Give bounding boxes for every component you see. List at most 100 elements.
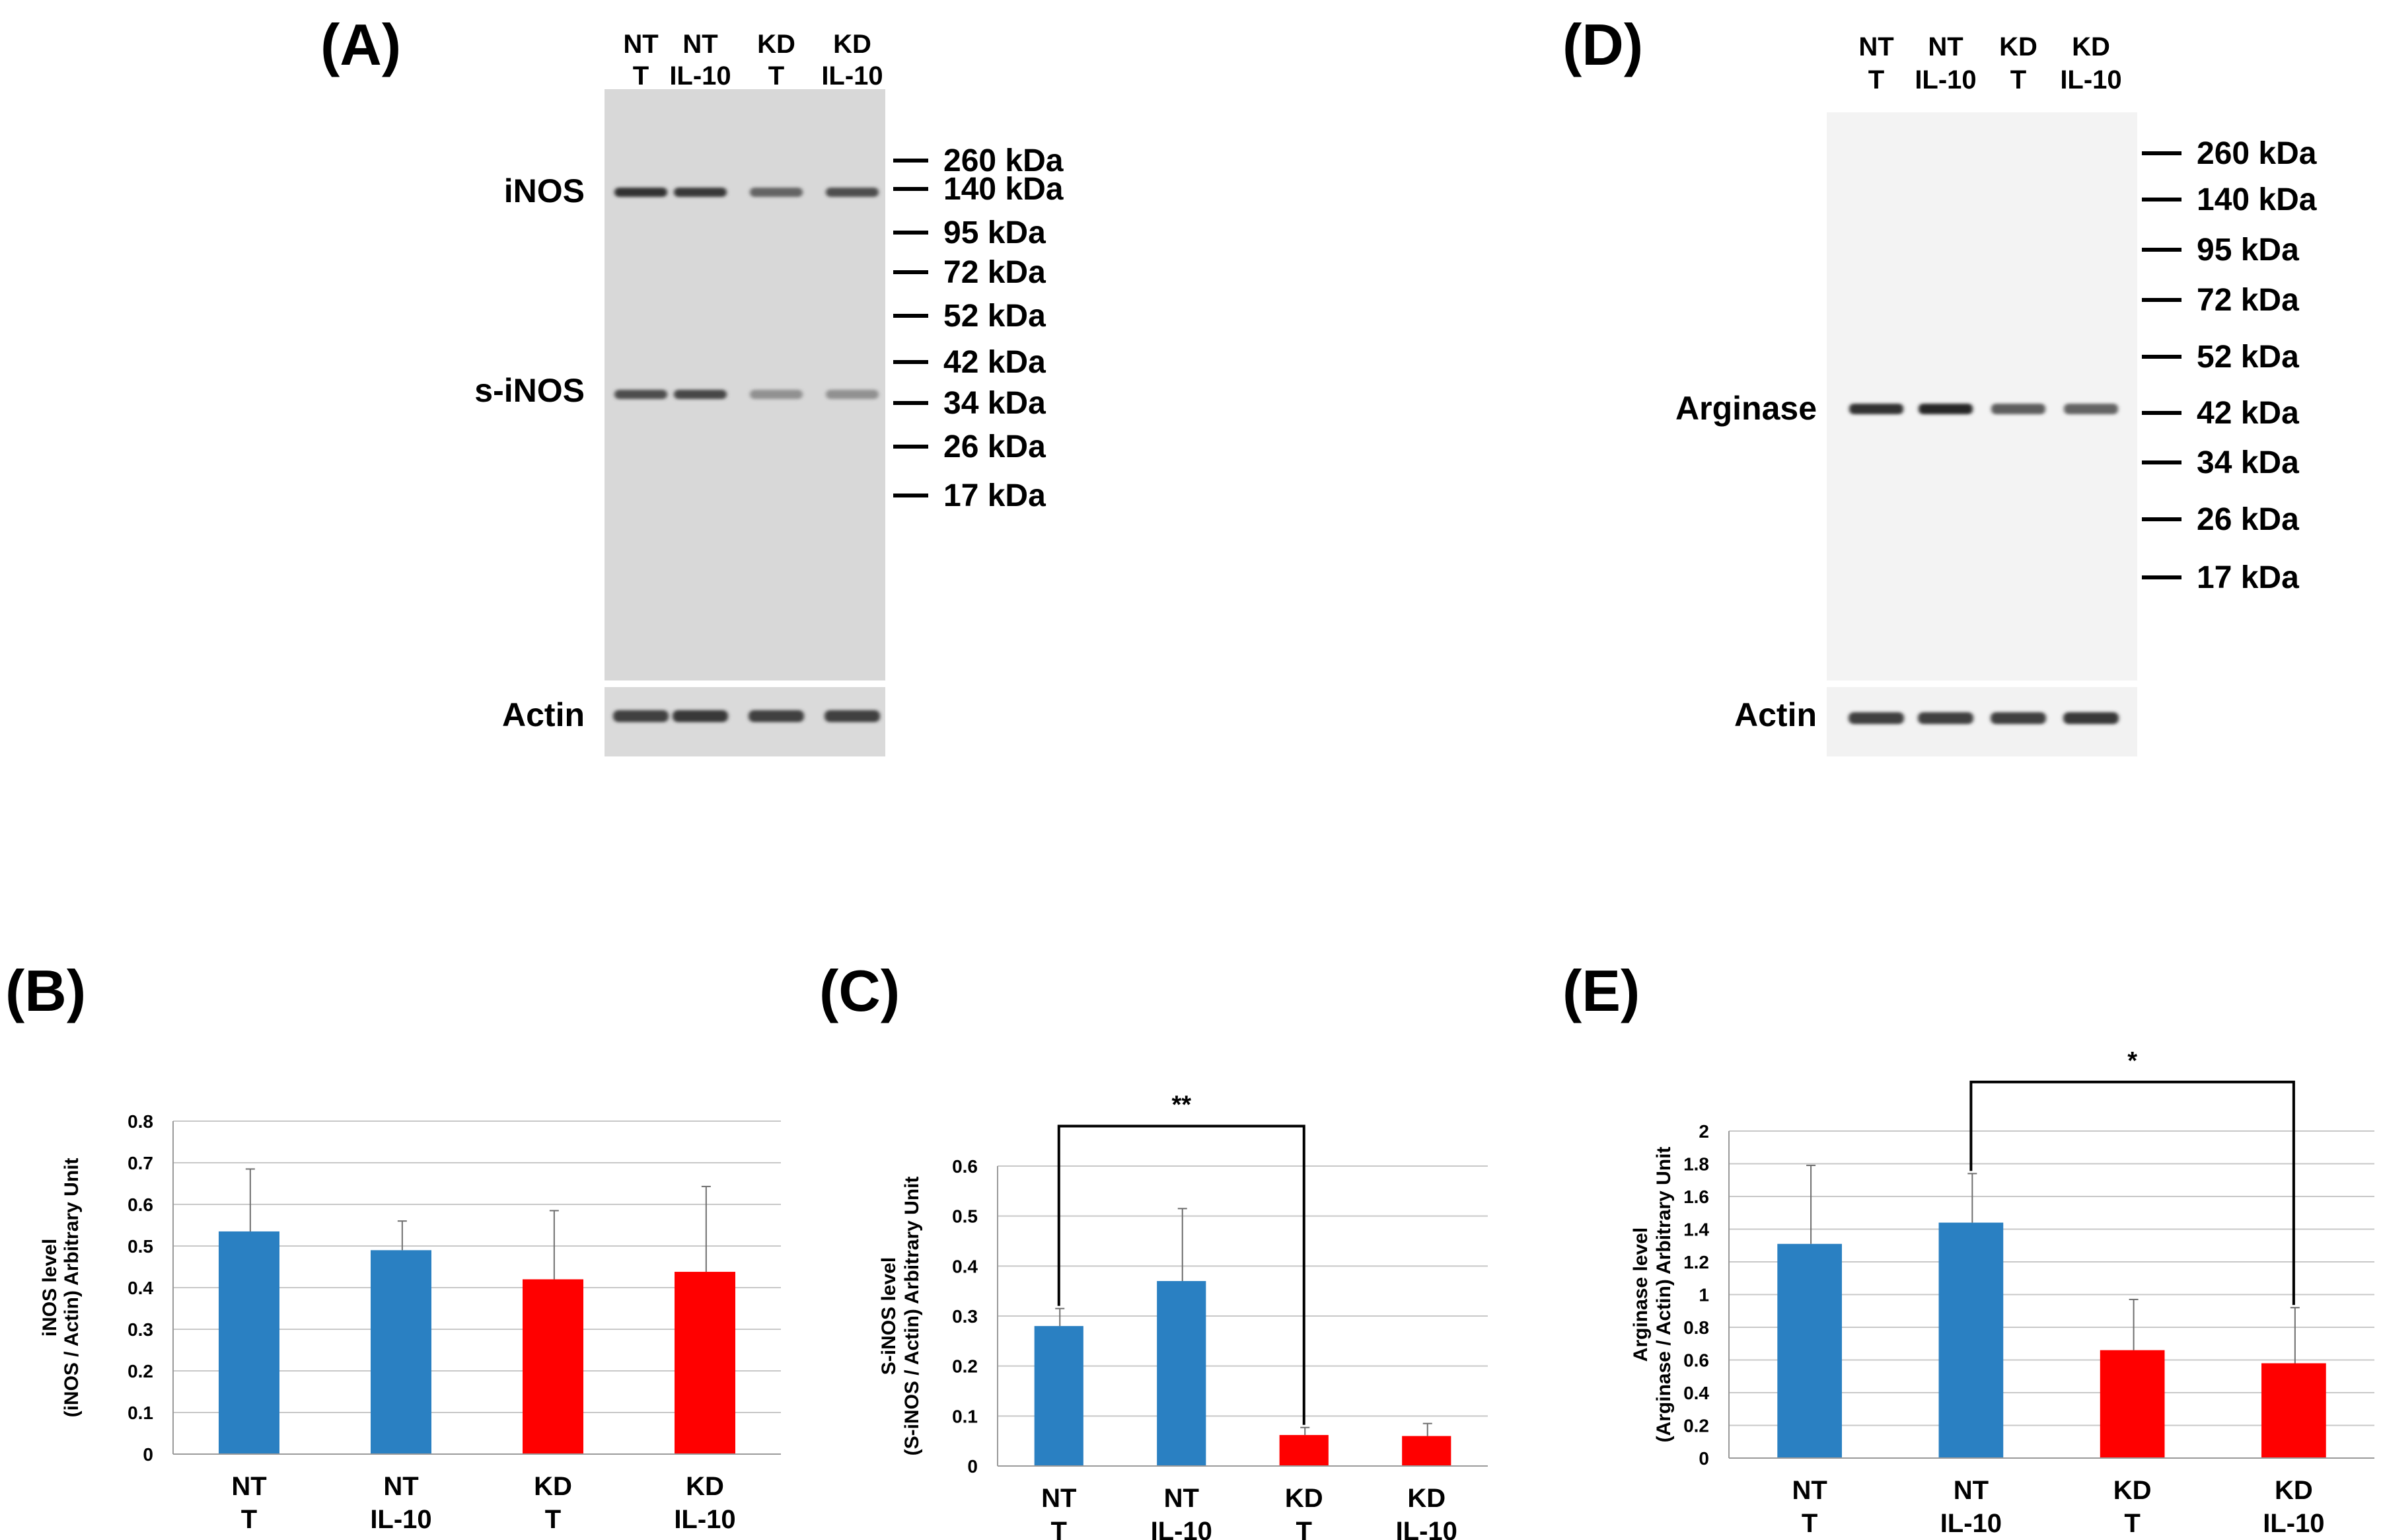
x-tick-label-bottom: T <box>1296 1517 1312 1540</box>
lane-label-top: NT <box>1928 32 1963 61</box>
x-tick-label-top: NT <box>1041 1484 1076 1513</box>
lane-label-bottom: T <box>633 61 649 91</box>
actin-band-label-d: Actin <box>1734 696 1817 733</box>
y-tick-label: 1.2 <box>1683 1252 1709 1272</box>
marker-label: 42 kDa <box>2197 396 2299 431</box>
lane-label-bottom: T <box>1868 65 1884 94</box>
significance-bracket <box>1057 1124 1305 1425</box>
lane-label-bottom: IL-10 <box>821 61 883 91</box>
bar <box>1034 1326 1083 1466</box>
bar <box>675 1272 735 1454</box>
marker-label: 260 kDa <box>2197 136 2317 171</box>
y-tick-label: 0.1 <box>128 1403 153 1423</box>
x-tick-label-bottom: IL-10 <box>1940 1509 2002 1538</box>
y-tick-label: 0.2 <box>952 1356 978 1377</box>
bar <box>1279 1435 1329 1466</box>
y-axis-title: iNOS level <box>39 1239 61 1337</box>
blot-band <box>1991 404 2045 414</box>
y-tick-label: 0.4 <box>128 1278 153 1298</box>
x-tick-label-bottom: IL-10 <box>2263 1509 2324 1538</box>
iNOS-band-label: iNOS <box>504 172 585 209</box>
lane-label-bottom: IL-10 <box>1915 65 1976 94</box>
marker-label: 260 kDa <box>943 143 1064 178</box>
bar-chart-e: 0 0.2 0.4 0.6 0.8 1 1.2 1.4 1.6 1.8 2 Arginase leve… <box>1630 1047 2374 1538</box>
y-axis-subtitle: (Arginase / Actin) Arbitrary Unit <box>1653 1147 1675 1443</box>
actin-band <box>673 710 728 722</box>
blot-band <box>750 390 803 399</box>
x-tick-label-top: NT <box>1164 1484 1199 1513</box>
panel-label-b: (B) <box>5 958 86 1023</box>
marker-label: 26 kDa <box>943 429 1046 464</box>
x-tick-label-bottom: IL-10 <box>370 1505 431 1534</box>
lane-label-top: KD <box>2072 32 2110 61</box>
x-tick-label-bottom: IL-10 <box>674 1505 735 1534</box>
panel-label-a: (A) <box>320 12 401 77</box>
marker-label: 95 kDa <box>943 215 1046 250</box>
y-tick-label: 0.1 <box>952 1406 978 1426</box>
marker-label: 52 kDa <box>2197 340 2299 375</box>
bar <box>1402 1436 1451 1466</box>
marker-label: 95 kDa <box>2197 233 2299 268</box>
y-axis-title: Arginase level <box>1630 1228 1652 1362</box>
lane-label-top: KD <box>833 30 871 59</box>
y-axis-subtitle: (S-iNOS / Actin) Arbitrary Unit <box>901 1177 923 1456</box>
blot-band <box>614 188 667 197</box>
y-tick-label: 0.4 <box>952 1256 978 1276</box>
bar <box>1938 1222 2004 1458</box>
significance-label: ** <box>1171 1091 1191 1118</box>
y-tick-label: 0.2 <box>1683 1416 1709 1436</box>
y-tick-label: 0.3 <box>952 1306 978 1327</box>
y-tick-label: 0.3 <box>128 1319 153 1340</box>
marker-label: 17 kDa <box>943 478 1046 513</box>
x-tick-label-bottom: T <box>545 1505 561 1534</box>
marker-label: 17 kDa <box>2197 560 2299 595</box>
y-axis-subtitle: (iNOS / Actin) Arbitrary Unit <box>61 1158 83 1418</box>
y-tick-label: 0.5 <box>952 1206 978 1227</box>
y-tick-label: 0.7 <box>128 1153 153 1173</box>
bar <box>523 1279 583 1454</box>
y-tick-label: 0 <box>143 1444 153 1465</box>
x-tick-label-bottom: T <box>2124 1509 2140 1538</box>
bar <box>1777 1243 1842 1458</box>
y-tick-label: 0.6 <box>1683 1350 1709 1371</box>
actin-band <box>1991 712 2046 724</box>
x-tick-label-top: KD <box>534 1472 572 1501</box>
x-tick-label-top: KD <box>686 1472 724 1501</box>
blot-band <box>674 390 727 399</box>
x-tick-label-top: NT <box>1792 1476 1827 1505</box>
marker-label: 52 kDa <box>943 299 1046 334</box>
blot-band <box>826 188 879 197</box>
lane-label-bottom: T <box>768 61 784 91</box>
marker-label: 26 kDa <box>2197 502 2299 537</box>
bar <box>2100 1350 2165 1458</box>
arginase-band-label: Arginase <box>1675 390 1817 427</box>
lane-label-bottom: T <box>2010 65 2026 94</box>
y-tick-label: 2 <box>1699 1121 1709 1142</box>
bar <box>371 1250 431 1454</box>
y-tick-label: 0 <box>1699 1448 1709 1469</box>
y-tick-label: 1.8 <box>1683 1154 1709 1175</box>
x-tick-label-top: KD <box>2275 1476 2313 1505</box>
lane-label-bottom: IL-10 <box>2060 65 2121 94</box>
x-tick-label-bottom: IL-10 <box>1151 1517 1212 1540</box>
y-tick-label: 0.6 <box>128 1194 153 1215</box>
y-tick-label: 1.4 <box>1683 1220 1709 1240</box>
blot-band <box>750 188 803 197</box>
panel-label-d: (D) <box>1562 12 1643 77</box>
blot-band <box>614 390 667 399</box>
marker-label: 34 kDa <box>2197 445 2299 480</box>
blot-band <box>1919 404 1973 414</box>
x-tick-label-bottom: IL-10 <box>1396 1517 1457 1540</box>
x-tick-label-top: KD <box>2113 1476 2152 1505</box>
x-tick-label-bottom: T <box>241 1505 257 1534</box>
x-tick-label-top: KD <box>1285 1484 1323 1513</box>
blot-band <box>2064 404 2118 414</box>
marker-label: 140 kDa <box>943 172 1064 207</box>
x-tick-label-top: KD <box>1407 1484 1446 1513</box>
y-tick-label: 0.6 <box>952 1156 978 1177</box>
panel-label-c: (C) <box>819 958 900 1023</box>
bar-chart-c: 0 0.1 0.2 0.3 0.4 0.5 0.6 S-iNOS level (S-iNOS /… <box>878 1091 1488 1540</box>
blot-d-membrane <box>1827 112 2137 680</box>
marker-label: 72 kDa <box>2197 283 2299 318</box>
y-tick-label: 1 <box>1699 1285 1709 1305</box>
